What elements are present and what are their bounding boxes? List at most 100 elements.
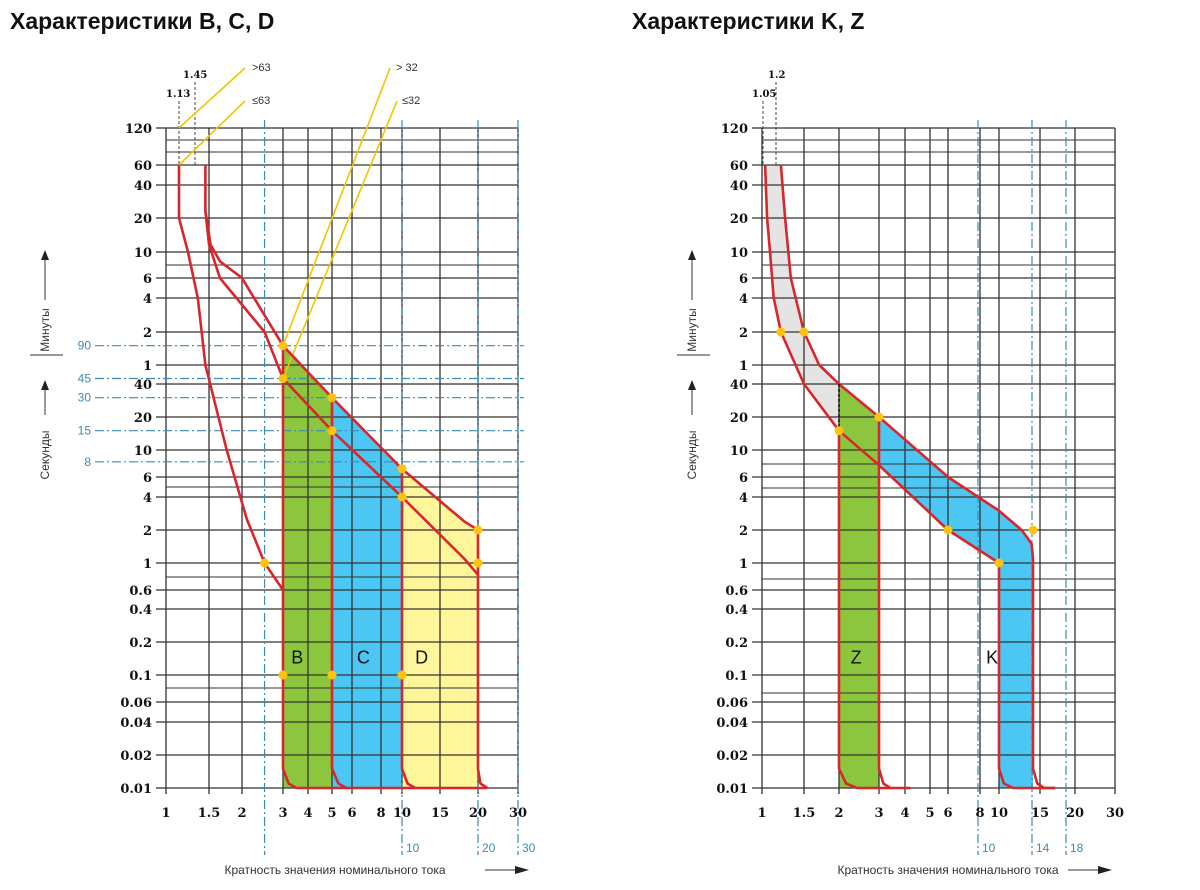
data-point (278, 341, 288, 351)
x-tick-label: 1 (757, 806, 766, 821)
callout-line (178, 100, 246, 166)
y-tick-label: 6 (739, 272, 748, 287)
x-tick-label: 3 (278, 806, 287, 821)
x-tick-label: 1 (161, 806, 170, 821)
x-axis-label: Кратность значения номинального тока (837, 863, 1058, 877)
y-tick-label: 0.6 (725, 584, 748, 599)
callout-label: ≤63 (252, 95, 270, 107)
x-tick-label: 1.5 (198, 806, 221, 821)
y-tick-label: 0.04 (716, 716, 748, 731)
y-tick-label: 40 (134, 378, 152, 393)
y-tick-label: 10 (730, 444, 748, 459)
region-Z (839, 384, 879, 788)
data-point (327, 426, 337, 436)
region-label-C: C (357, 648, 370, 668)
x-axis-label: Кратность значения номинального тока (224, 863, 445, 877)
x-tick-label: 20 (469, 806, 487, 821)
region-label-D: D (415, 648, 428, 668)
callout-line (282, 67, 391, 346)
y-tick-label: 2 (143, 524, 152, 539)
y-tick-label: 10 (730, 246, 748, 261)
data-point (278, 373, 288, 383)
x-tick-label: 3 (874, 806, 883, 821)
x-tick-label: 1.5 (793, 806, 816, 821)
region-band (765, 165, 839, 431)
y-tick-label: 1 (739, 359, 748, 374)
data-point (473, 558, 483, 568)
y-tick-label: 0.2 (129, 636, 152, 651)
trip-curve (837, 430, 911, 790)
y-tick-label: 1 (143, 359, 152, 374)
y-tick-label: 20 (134, 212, 152, 227)
data-point (327, 393, 337, 403)
callout-line (282, 100, 398, 379)
callout-label: >63 (252, 62, 271, 74)
data-point (994, 558, 1004, 568)
y-tick-label: 0.2 (725, 636, 748, 651)
y-tick-label: 60 (730, 159, 748, 174)
data-point (397, 492, 407, 502)
x-tick-label: 5 (327, 806, 336, 821)
reference-label-y: 8 (84, 455, 91, 469)
data-point (473, 525, 483, 535)
y-tick-label: 0.06 (716, 696, 748, 711)
region-C (332, 397, 402, 788)
chart-1: 10 14 181.051.2Z K1206040201064214020106421… (677, 70, 1124, 877)
y-tick-label: 0.02 (716, 749, 748, 764)
x-tick-label: 8 (975, 806, 984, 821)
region-label-K: K (986, 648, 998, 668)
reference-label-y: 45 (78, 371, 92, 385)
reference-label-x: 20 (482, 841, 496, 855)
x-tick-label: 2 (834, 806, 843, 821)
y-tick-label: 0.06 (120, 696, 152, 711)
y-tick-label: 2 (143, 326, 152, 341)
arrow-right-icon (1098, 866, 1112, 874)
y-tick-label: 4 (739, 292, 748, 307)
y-tick-label: 0.02 (120, 749, 152, 764)
y-axis-label-minutes: Минуты (685, 308, 699, 351)
data-point (776, 327, 786, 337)
x-tick-label: 15 (1031, 806, 1049, 821)
y-tick-label: 1 (143, 557, 152, 572)
y-tick-label: 120 (125, 122, 152, 137)
x-tick-label: 5 (925, 806, 934, 821)
arrow-up-icon (41, 250, 49, 260)
y-tick-label: 0.4 (725, 603, 748, 618)
region-label-B: B (291, 648, 303, 668)
reference-label-x: 14 (1036, 841, 1050, 855)
reference-label-y: 15 (78, 424, 92, 438)
y-tick-label: 0.04 (120, 716, 152, 731)
y-tick-label: 40 (730, 378, 748, 393)
y-tick-label: 4 (143, 292, 152, 307)
trip-curve (281, 345, 488, 790)
callout-line (178, 67, 246, 129)
y-tick-label: 60 (134, 159, 152, 174)
title-kz: Характеристики K, Z (632, 8, 865, 34)
x-tick-label: 15 (431, 806, 449, 821)
x-tick-label: 30 (1106, 806, 1124, 821)
y-tick-label: 4 (739, 491, 748, 506)
trip-curve (330, 397, 348, 790)
reference-label-y: 30 (78, 391, 92, 405)
marker-label: 1.2 (768, 70, 785, 81)
x-tick-label: 20 (1066, 806, 1084, 821)
reference-label-x: 10 (982, 841, 996, 855)
y-tick-label: 120 (721, 122, 748, 137)
y-tick-label: 20 (730, 411, 748, 426)
x-tick-label: 6 (347, 806, 356, 821)
data-point (799, 327, 809, 337)
y-tick-label: 10 (134, 444, 152, 459)
data-point (260, 558, 270, 568)
data-point (874, 412, 884, 422)
data-point (327, 670, 337, 680)
y-tick-label: 0.01 (716, 782, 748, 797)
y-tick-label: 4 (143, 491, 152, 506)
x-tick-label: 10 (393, 806, 411, 821)
y-tick-label: 10 (134, 246, 152, 261)
x-tick-label: 8 (376, 806, 385, 821)
marker-label: 1.13 (166, 89, 190, 100)
y-tick-label: 2 (739, 524, 748, 539)
trip-curve (779, 164, 1056, 790)
arrow-right-icon (515, 866, 529, 874)
